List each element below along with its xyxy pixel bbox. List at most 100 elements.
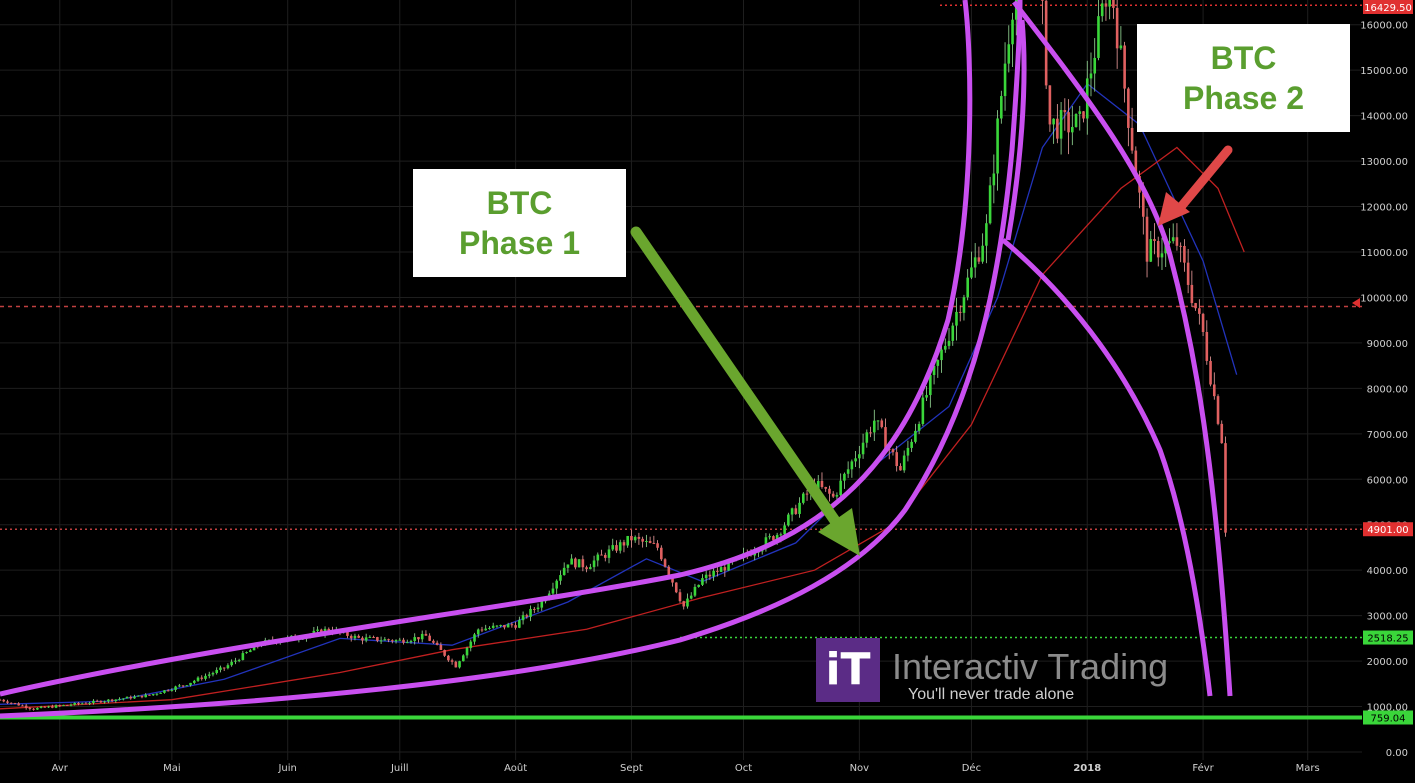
price-marker-label: 16429.50	[1364, 3, 1412, 14]
candle-body	[775, 534, 779, 541]
candle-body	[84, 703, 88, 705]
candle-body	[850, 461, 854, 470]
candle-body	[424, 633, 428, 636]
candle-body	[712, 570, 715, 577]
price-marker-label: 4901.00	[1367, 525, 1408, 536]
candle-body	[518, 620, 521, 628]
candle-body	[592, 560, 596, 568]
candle-body	[648, 541, 652, 543]
candle-body	[65, 705, 69, 707]
candle-body	[962, 297, 966, 313]
candle-body	[398, 639, 402, 641]
candle-body	[473, 634, 476, 642]
candle-body	[693, 586, 697, 596]
candle-body	[794, 508, 798, 514]
candle-body	[103, 701, 106, 703]
candle-body	[753, 552, 757, 556]
candle-body	[566, 564, 570, 568]
candle-body	[686, 598, 689, 607]
candle-body	[970, 267, 973, 278]
y-tick-label: 12000.00	[1360, 203, 1408, 214]
candle-body	[562, 567, 566, 576]
candle-body	[973, 257, 977, 268]
candle-body	[899, 466, 902, 471]
candle-body	[376, 637, 379, 641]
candle-body	[454, 661, 458, 668]
candle-body	[215, 669, 219, 674]
candle-body	[988, 185, 992, 224]
candle-body	[353, 635, 357, 639]
candle-body	[95, 700, 99, 702]
price-marker-label: 2518.25	[1367, 634, 1408, 645]
candle-body	[846, 469, 850, 474]
candle-body	[716, 570, 719, 572]
phase1-lower-curve	[0, 0, 1023, 719]
candle-body	[1134, 150, 1138, 177]
candle-body	[1127, 88, 1130, 128]
candle-body	[1112, 0, 1115, 8]
candle-body	[178, 685, 181, 687]
candle-body	[136, 695, 140, 697]
candle-body	[1093, 57, 1097, 74]
candle-body	[656, 543, 659, 548]
y-tick-label: 14000.00	[1360, 112, 1408, 123]
candle-body	[828, 488, 831, 494]
candle-body	[204, 675, 207, 679]
y-tick-label: 2000.00	[1367, 657, 1408, 668]
candle-body	[985, 223, 988, 246]
candle-body	[420, 633, 424, 640]
candle-body	[641, 538, 644, 542]
candle-body	[645, 541, 648, 543]
y-tick-label: 15000.00	[1360, 66, 1408, 77]
x-axis-panel	[0, 760, 1415, 778]
candle-body	[364, 637, 368, 641]
candle-body	[1168, 241, 1171, 244]
candle-body	[801, 493, 805, 503]
candle-body	[708, 574, 712, 577]
phase1-upper-curve	[0, 0, 973, 697]
x-tick-label: Oct	[735, 763, 752, 774]
candle-body	[910, 441, 913, 448]
candle-body	[458, 661, 461, 668]
candle-body	[981, 245, 984, 262]
candle-body	[943, 345, 947, 350]
candle-body	[480, 629, 484, 631]
candle-body	[1063, 110, 1067, 113]
candle-body	[540, 601, 544, 608]
candle-body	[391, 640, 394, 642]
candle-body	[1007, 44, 1011, 64]
candle-body	[798, 502, 801, 514]
phase1-line2: Phase 1	[459, 225, 580, 261]
candle-body	[443, 649, 446, 656]
candle-body	[54, 705, 58, 708]
candle-body	[1100, 3, 1104, 17]
candle-body	[148, 694, 151, 696]
candle-body	[28, 707, 32, 709]
candle-body	[121, 698, 125, 700]
candle-body	[196, 677, 200, 681]
candle-body	[936, 360, 940, 366]
candle-body	[824, 486, 828, 489]
candle-body	[32, 708, 35, 710]
interactiv-trading-watermark: iT Interactiv Trading You'll never trade…	[816, 638, 1186, 704]
candle-body	[379, 640, 383, 642]
candle-body	[615, 545, 618, 551]
candle-body	[58, 705, 62, 707]
candle-body	[1071, 126, 1074, 133]
y-tick-label: 7000.00	[1367, 430, 1408, 441]
x-axis: Avr Mai Juin Juill Août Sept Oct Nov Déc 2018 Févr…	[0, 760, 1415, 778]
candle-body	[727, 560, 730, 571]
candle-body	[1209, 360, 1212, 385]
candle-body	[1205, 331, 1209, 361]
candle-body	[1201, 313, 1205, 332]
candle-body	[435, 642, 439, 645]
candle-body	[1183, 245, 1186, 263]
grid	[0, 0, 1362, 760]
moving-average-line	[0, 82, 1238, 705]
candle-body	[506, 624, 510, 628]
y-tick-label: 11000.00	[1360, 248, 1408, 259]
candle-body	[925, 395, 928, 398]
candle-body	[409, 640, 413, 643]
candle-body	[682, 601, 686, 607]
